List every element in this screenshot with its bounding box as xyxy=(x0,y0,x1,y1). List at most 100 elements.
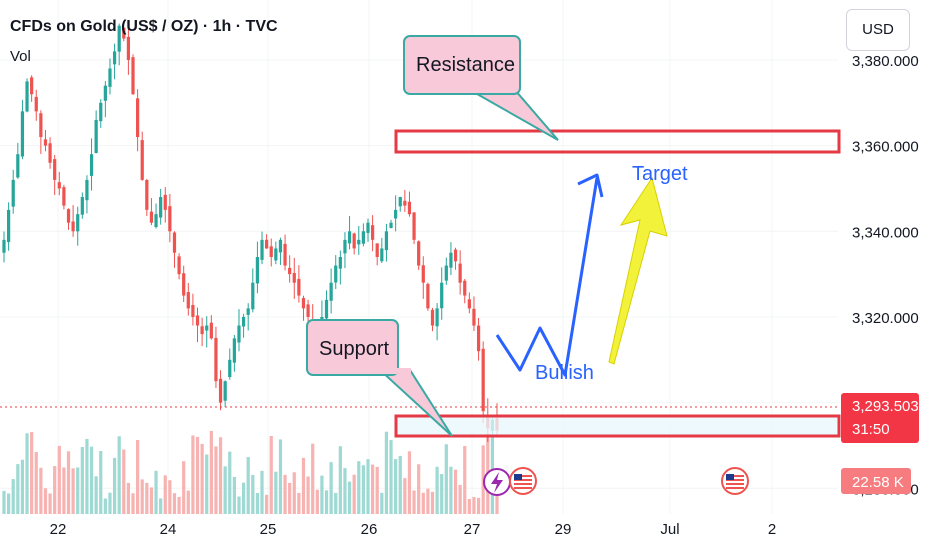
candle-body xyxy=(430,309,435,326)
candle-body xyxy=(126,36,131,60)
candle-body xyxy=(16,154,20,178)
volume-bar xyxy=(126,482,131,514)
candle-body xyxy=(370,225,375,240)
volume-bar xyxy=(278,439,283,514)
volume-bar xyxy=(366,459,370,514)
volume-bar xyxy=(43,488,48,514)
volume-bar xyxy=(311,443,315,514)
candle-body xyxy=(25,81,29,112)
volume-bar xyxy=(6,493,11,514)
volume-bar xyxy=(449,466,453,514)
resistance-zone xyxy=(394,129,841,154)
candle-body xyxy=(338,257,342,269)
candle-body xyxy=(145,180,149,210)
volume-bar xyxy=(57,445,61,514)
volume-bar xyxy=(306,476,310,514)
volume-bar xyxy=(237,496,241,514)
candle-body xyxy=(453,249,458,262)
us-flag-event-icon[interactable] xyxy=(509,467,537,495)
volume-bar xyxy=(375,466,379,514)
bullish-label: Bullish xyxy=(535,362,594,384)
volume-bar xyxy=(85,438,89,514)
volume-bar xyxy=(191,435,195,514)
candle-body xyxy=(205,325,209,331)
volume-bar xyxy=(467,498,471,514)
candle-body xyxy=(366,222,370,233)
volume-bar xyxy=(131,493,135,514)
candle-body xyxy=(435,308,439,327)
volume-bar xyxy=(481,445,485,514)
candle-body xyxy=(467,299,471,309)
volume-indicator-label[interactable]: Vol xyxy=(10,48,31,65)
volume-bar xyxy=(94,476,98,514)
volume-bar xyxy=(384,431,389,514)
candle-body xyxy=(357,239,361,245)
candle-body xyxy=(260,239,264,260)
volume-bar xyxy=(370,464,375,514)
volume-bar xyxy=(260,470,264,514)
currency-button[interactable]: USD xyxy=(846,9,910,51)
time-axis[interactable]: 22 24 25 26 27 29 Jul 2 xyxy=(50,521,777,538)
candle-body xyxy=(159,197,163,218)
time-tick-label: 25 xyxy=(260,521,277,538)
candle-body xyxy=(140,140,144,180)
volume-bar xyxy=(177,496,181,514)
volume-bar xyxy=(145,482,149,514)
volume-bar xyxy=(394,459,398,514)
volume-bar xyxy=(66,451,71,514)
candle-body xyxy=(394,209,398,219)
volume-bar xyxy=(283,474,287,514)
price-tick-label: 3,340.000 xyxy=(852,224,919,241)
volume-bar xyxy=(205,454,209,514)
candle-body xyxy=(66,209,71,223)
volume-bar xyxy=(30,432,34,514)
candle-body xyxy=(163,194,167,210)
price-tick-label: 3,320.000 xyxy=(852,310,919,327)
candle-body xyxy=(2,239,6,253)
time-tick-label: 22 xyxy=(50,521,67,538)
volume-bar xyxy=(324,490,329,514)
candle-body xyxy=(39,113,43,138)
volume-bar xyxy=(338,446,342,514)
volume-bar xyxy=(223,466,227,514)
volume-bar xyxy=(255,493,260,514)
candle-body xyxy=(53,159,57,180)
volume-bar xyxy=(251,474,255,514)
us-flag-event-icon-jul[interactable] xyxy=(721,467,749,495)
resistance-label: Resistance xyxy=(416,54,515,76)
volume-bar xyxy=(34,451,38,514)
candle-body xyxy=(301,298,306,309)
chart-title: CFDs on Gold (US$ / OZ) · 1h · TVC xyxy=(10,18,278,35)
price-tick-label: 3,360.000 xyxy=(852,139,919,156)
candle-body xyxy=(214,337,218,382)
candle-body xyxy=(89,154,94,176)
candle-body xyxy=(412,212,416,240)
volume-bar xyxy=(154,470,158,514)
candle-body xyxy=(76,214,80,232)
volume-bar xyxy=(292,472,296,514)
time-tick-label: 2 xyxy=(768,521,776,538)
candle-body xyxy=(195,315,200,326)
volume-bar xyxy=(241,482,246,514)
candle-body xyxy=(218,378,223,403)
candle-body xyxy=(34,96,38,112)
volume-bar xyxy=(444,444,448,514)
lightning-event-icon[interactable] xyxy=(483,468,511,496)
volume-bar xyxy=(163,475,167,514)
candle-body xyxy=(172,232,177,253)
candle-body xyxy=(306,304,310,317)
volume-bar xyxy=(398,455,402,514)
candle-body xyxy=(103,85,107,101)
volume-bar xyxy=(195,436,200,514)
candle-body xyxy=(417,241,421,266)
volume-bar xyxy=(417,464,421,514)
candle-body xyxy=(269,246,273,257)
volume-bar xyxy=(347,481,352,514)
resistance-callout: Resistance xyxy=(403,35,559,141)
volume-bar xyxy=(149,487,154,514)
volume-bar xyxy=(421,492,425,514)
candle-body xyxy=(288,267,292,275)
candle-body xyxy=(99,102,103,122)
volume-bar xyxy=(172,493,177,514)
